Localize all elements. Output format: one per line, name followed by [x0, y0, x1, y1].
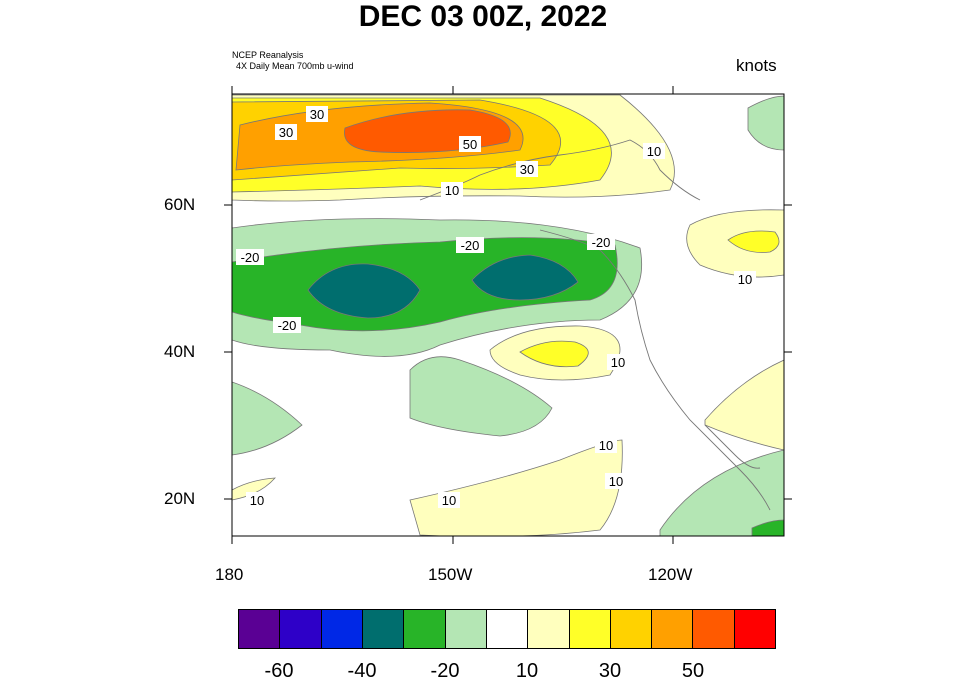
- contour-label: 30: [310, 107, 324, 122]
- source-label: NCEP Reanalysis: [232, 50, 304, 60]
- lon-label-150w: 150W: [428, 565, 473, 584]
- contour-label: 10: [611, 355, 625, 370]
- colorbar-label: 30: [598, 660, 622, 682]
- contour-fill-m30-west: [307, 263, 421, 319]
- colorbar-swatch: [445, 610, 487, 648]
- contour-fill-10-south: [409, 439, 623, 536]
- colorbar-swatch: [486, 610, 529, 648]
- contour-label: 10: [250, 493, 264, 508]
- contour-fill-10-se: [704, 359, 784, 451]
- colorbar-swatch: [734, 610, 776, 648]
- contour-label: 10: [442, 493, 456, 508]
- colorbar-label: -40: [347, 660, 377, 682]
- colorbar-label: -60: [264, 660, 294, 682]
- colorbar-label: 50: [681, 660, 705, 682]
- colorbar: [238, 609, 776, 649]
- contour-fill-10-sw: [232, 477, 276, 501]
- colorbar-swatch: [404, 610, 446, 648]
- colorbar-label: -20: [430, 660, 460, 682]
- variable-label: 4X Daily Mean 700mb u-wind: [236, 61, 354, 71]
- colorbar-swatch: [652, 610, 694, 648]
- contour-fill-m20-se: [751, 519, 784, 536]
- lat-label-20n: 20N: [164, 489, 196, 508]
- lon-label-120w: 120W: [648, 565, 693, 584]
- coastline: [419, 139, 771, 511]
- contour-fill-m10-central: [409, 356, 553, 437]
- contour-label: 10: [599, 438, 613, 453]
- colorbar-swatch: [610, 610, 653, 648]
- contour-fill-m10-west: [232, 381, 303, 456]
- contour-label: -20: [592, 235, 611, 250]
- contour-label: 10: [738, 272, 752, 287]
- contour-label: 10: [609, 474, 623, 489]
- colorbar-label: 10: [515, 660, 539, 682]
- contour-label: -20: [461, 238, 480, 253]
- contour-fill-m30-east: [471, 254, 579, 301]
- contour-label: -20: [241, 250, 260, 265]
- lon-label-180: 180: [215, 565, 244, 584]
- colorbar-swatch: [693, 610, 735, 648]
- colorbar-swatch: [569, 610, 611, 648]
- contour-label: 30: [520, 162, 534, 177]
- colorbar-swatch: [280, 610, 322, 648]
- coastline-gulf: [704, 424, 761, 469]
- contour-label: -20: [278, 318, 297, 333]
- map-title: DEC 03 00Z, 2022: [358, 0, 608, 33]
- contour-label: 30: [279, 125, 293, 140]
- lat-label-60n: 60N: [164, 195, 196, 214]
- contour-fill-m10-se: [659, 449, 784, 536]
- contour-fill-20-central: [519, 340, 589, 368]
- contour-label: 10: [445, 183, 459, 198]
- colorbar-swatch: [362, 610, 405, 648]
- units-label: knots: [736, 56, 777, 75]
- lat-label-40n: 40N: [164, 342, 196, 361]
- colorbar-swatch: [528, 610, 570, 648]
- contour-fill-20-east: [727, 230, 780, 253]
- contour-fill-m10-ne: [747, 95, 784, 151]
- colorbar-swatch: [321, 610, 363, 648]
- contour-label: 50: [463, 137, 477, 152]
- colorbar-swatch: [239, 610, 281, 648]
- contour-label: 10: [647, 144, 661, 159]
